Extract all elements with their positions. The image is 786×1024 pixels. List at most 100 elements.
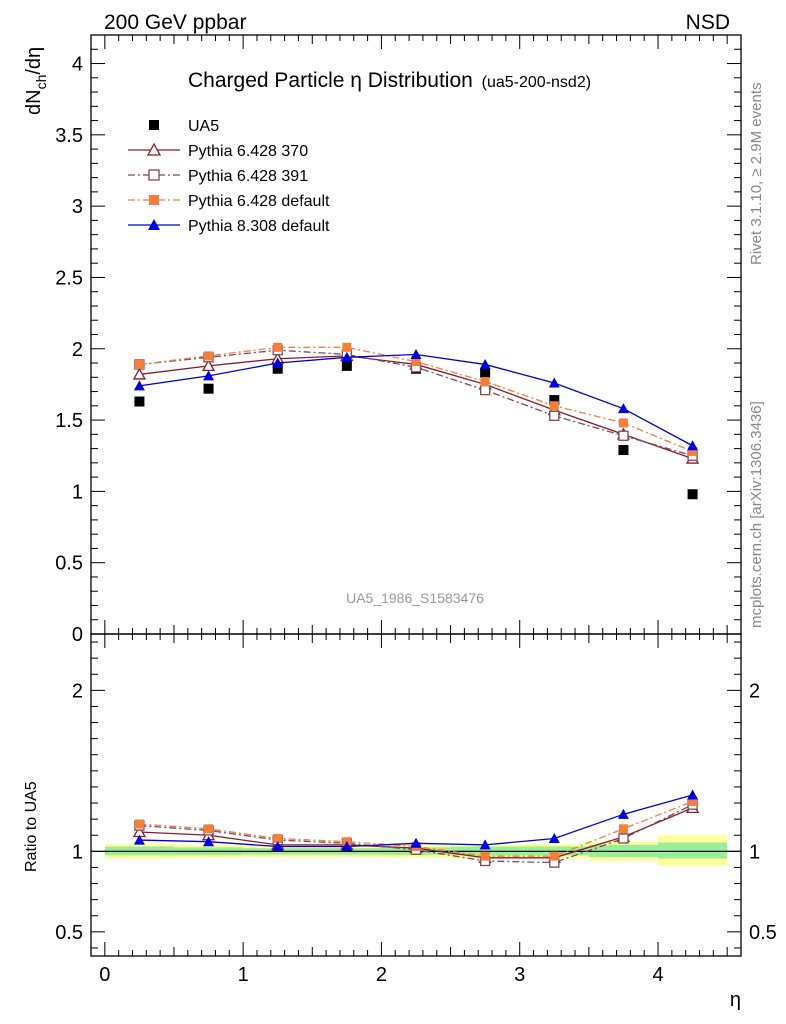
legend-label: Pythia 8.308 default [188,218,330,235]
data-point [549,410,560,421]
legend-label: Pythia 6.428 default [188,193,330,210]
ratio-series-3 [133,789,699,852]
main-series-layer [132,342,700,500]
data-point [203,370,215,381]
ratio-band-green [658,842,728,859]
data-point [341,360,352,371]
ratio-point [410,837,422,848]
ratio-point [548,832,560,843]
ratio-y-tick-label-left: 2 [72,680,83,702]
main-y-axis-label: dNch/dη [23,47,49,115]
y-tick-label: 3 [72,196,83,218]
header-right: NSD [686,11,730,34]
y-tick-label: 0 [72,624,83,646]
y-tick-label: 4 [72,54,83,76]
ratio-point [688,796,698,806]
x-tick-label: 3 [514,964,525,986]
ratio-y-tick-label-left: 0.5 [55,922,83,944]
legend-item: Pythia 6.428 370 [128,142,308,160]
rivet-version-label: Rivet 3.1.10, ≥ 2.9M events [748,83,765,266]
ratio-series-line [139,800,693,857]
ratio-plot-panel: 0 1 2 3 4 0.5 0.5 1 1 2 2 [55,633,777,986]
main-plot-panel: 0 0.5 1 1.5 2 2.5 3 3.5 4 UA5 Pythia 6.428 370 Pyt… [55,34,742,646]
legend-item: UA5 [149,118,219,135]
data-point [618,430,629,441]
x-tick-label: 2 [376,964,387,986]
legend-marker [148,169,160,181]
x-axis-label: η [730,989,741,1011]
data-point [548,377,560,388]
y-tick-label: 3.5 [55,125,83,147]
data-point [618,445,629,456]
plot-frame [90,633,742,957]
ratio-series-line [139,804,693,864]
ratio-y-axis-label: Ratio to UA5 [23,781,40,872]
ratio-y-tick-label-right: 2 [749,680,760,702]
data-point [479,384,491,396]
ratio-point [203,836,215,847]
data-point [272,363,283,374]
data-point [272,357,284,368]
data-point [342,342,352,352]
analysis-watermark: UA5_1986_S1583476 [346,590,484,606]
data-point [480,368,491,379]
ratio-point [204,824,214,834]
main-axes: 0 0.5 1 1.5 2 2.5 3 3.5 4 [55,34,742,646]
legend-item: Pythia 6.428 default [128,193,330,210]
series-line [139,346,693,453]
ratio-point [272,841,284,852]
data-point [549,395,560,406]
legend-marker [149,195,159,205]
data-point [687,440,699,451]
data-point [134,396,145,407]
data-point [203,383,214,394]
mcplots-label: mcplots.cern.ch [arXiv:1306.3436] [748,401,765,628]
x-tick-label: 1 [238,964,249,986]
y-tick-label: 0.5 [55,553,83,575]
ratio-axes: 0 1 2 3 4 0.5 0.5 1 1 2 2 [55,633,777,986]
data-point [132,367,147,380]
y-tick-label: 2 [72,339,83,361]
data-point [133,380,145,391]
legend-label: UA5 [188,118,219,135]
legend-item: Pythia 8.308 default [128,218,330,235]
x-tick-label: 4 [652,964,663,986]
data-point [410,348,422,359]
series-4 [133,348,699,451]
plot-title-sub: (ua5-200-nsd2) [482,74,591,91]
data-point [341,351,353,362]
legend-marker [149,120,159,130]
ratio-point [549,851,559,861]
data-point [688,446,698,456]
legend-label: Pythia 6.428 370 [188,143,308,160]
plot-title-main: Charged Particle η Distribution [188,69,473,92]
legend-item: Pythia 6.428 391 [128,168,308,185]
y-tick-label: 1.5 [55,410,83,432]
ratio-point [479,839,491,850]
ratio-point [134,819,144,829]
ratio-point [617,808,629,819]
ratio-series-layer [132,789,700,868]
ratio-point [341,841,353,852]
series-line [139,349,693,457]
y-tick-label: 1 [72,481,83,503]
ratio-point [618,833,629,844]
ratio-y-tick-label-left: 1 [72,841,83,863]
main-y-label-rest: /dη [23,47,45,75]
data-point [617,403,629,414]
ratio-point [687,789,699,800]
data-point [204,351,214,361]
ratio-point [480,851,490,861]
main-y-label-part: dN [23,89,45,115]
data-point [480,377,490,387]
legend-label: Pythia 6.428 391 [188,168,308,185]
ratio-y-tick-label-right: 1 [749,841,760,863]
x-tick-label: 0 [99,964,110,986]
data-point [479,358,491,369]
main-y-label-sub: ch [33,75,49,90]
ratio-point [133,834,145,845]
ratio-point [273,833,283,843]
data-point [549,401,559,411]
data-point [618,418,628,428]
